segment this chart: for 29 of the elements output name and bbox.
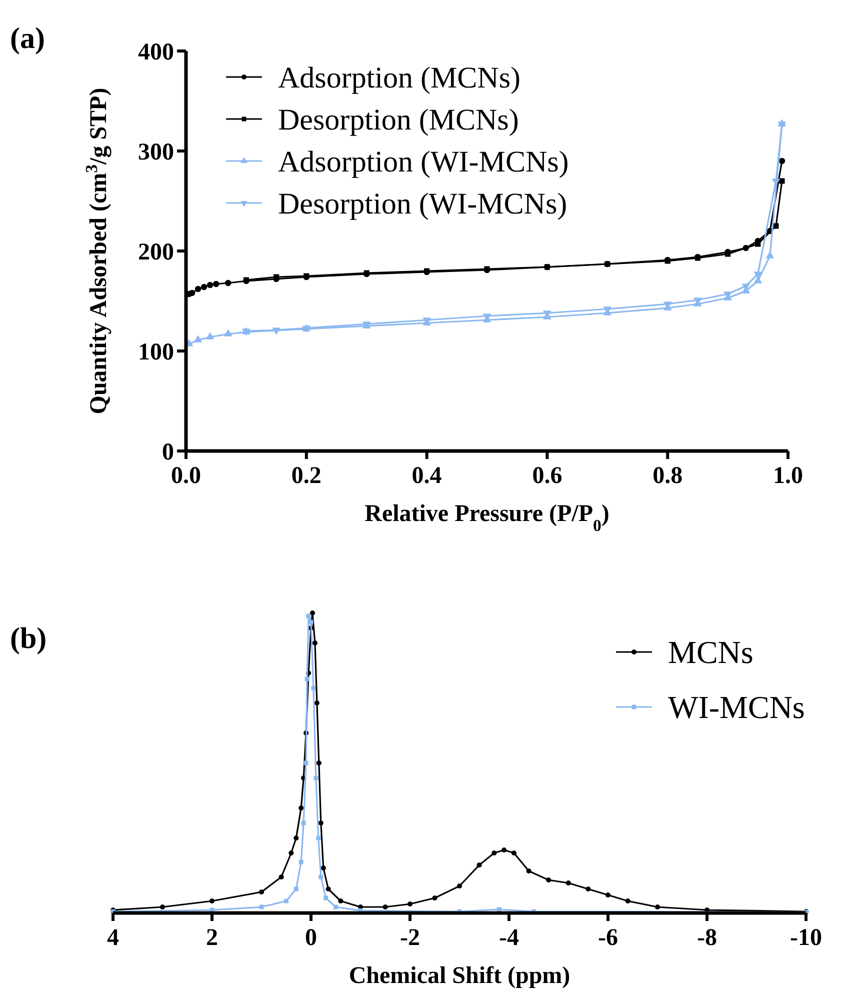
legend-label: Adsorption (WI-MCNs) bbox=[278, 146, 569, 178]
x-tick-label: -10 bbox=[790, 925, 822, 951]
x-tick-label: 0.2 bbox=[291, 463, 322, 489]
y-tick-label: 200 bbox=[138, 239, 174, 266]
text: (a) bbox=[10, 22, 45, 55]
legend-label: Adsorption (MCNs) bbox=[278, 62, 521, 94]
y-tick-label: 400 bbox=[138, 39, 174, 66]
x-tick-label: 1.0 bbox=[773, 463, 803, 489]
legend-label: Desorption (WI-MCNs) bbox=[278, 188, 568, 220]
x-tick-label: 0.6 bbox=[532, 463, 562, 489]
legend-label: MCNs bbox=[668, 634, 754, 670]
x-tick-label: 0 bbox=[305, 925, 317, 951]
x-tick-label: 0.8 bbox=[652, 463, 683, 489]
x-tick-label: -4 bbox=[499, 925, 519, 951]
y-tick-label: 100 bbox=[138, 339, 174, 366]
x-tick-label: 4 bbox=[107, 925, 119, 951]
y-tick-label: 300 bbox=[138, 139, 174, 166]
x-tick-label: -8 bbox=[697, 925, 717, 951]
x-tick-label: 2 bbox=[206, 925, 218, 951]
x-tick-label: -2 bbox=[400, 925, 420, 951]
x-tick-label: 0.0 bbox=[171, 463, 201, 489]
text: (b) bbox=[10, 622, 47, 655]
legend-label: WI-MCNs bbox=[668, 689, 805, 726]
x-tick-label: -6 bbox=[598, 925, 618, 951]
x-tick-label: 0.4 bbox=[412, 463, 442, 489]
legend-label: Desorption (MCNs) bbox=[278, 104, 519, 136]
x-axis-title: Relative Pressure (P/P$_{0}$) bbox=[364, 501, 610, 534]
y-tick-label: 0 bbox=[162, 439, 174, 466]
x-axis-title: Chemical Shift (ppm) bbox=[348, 963, 570, 989]
